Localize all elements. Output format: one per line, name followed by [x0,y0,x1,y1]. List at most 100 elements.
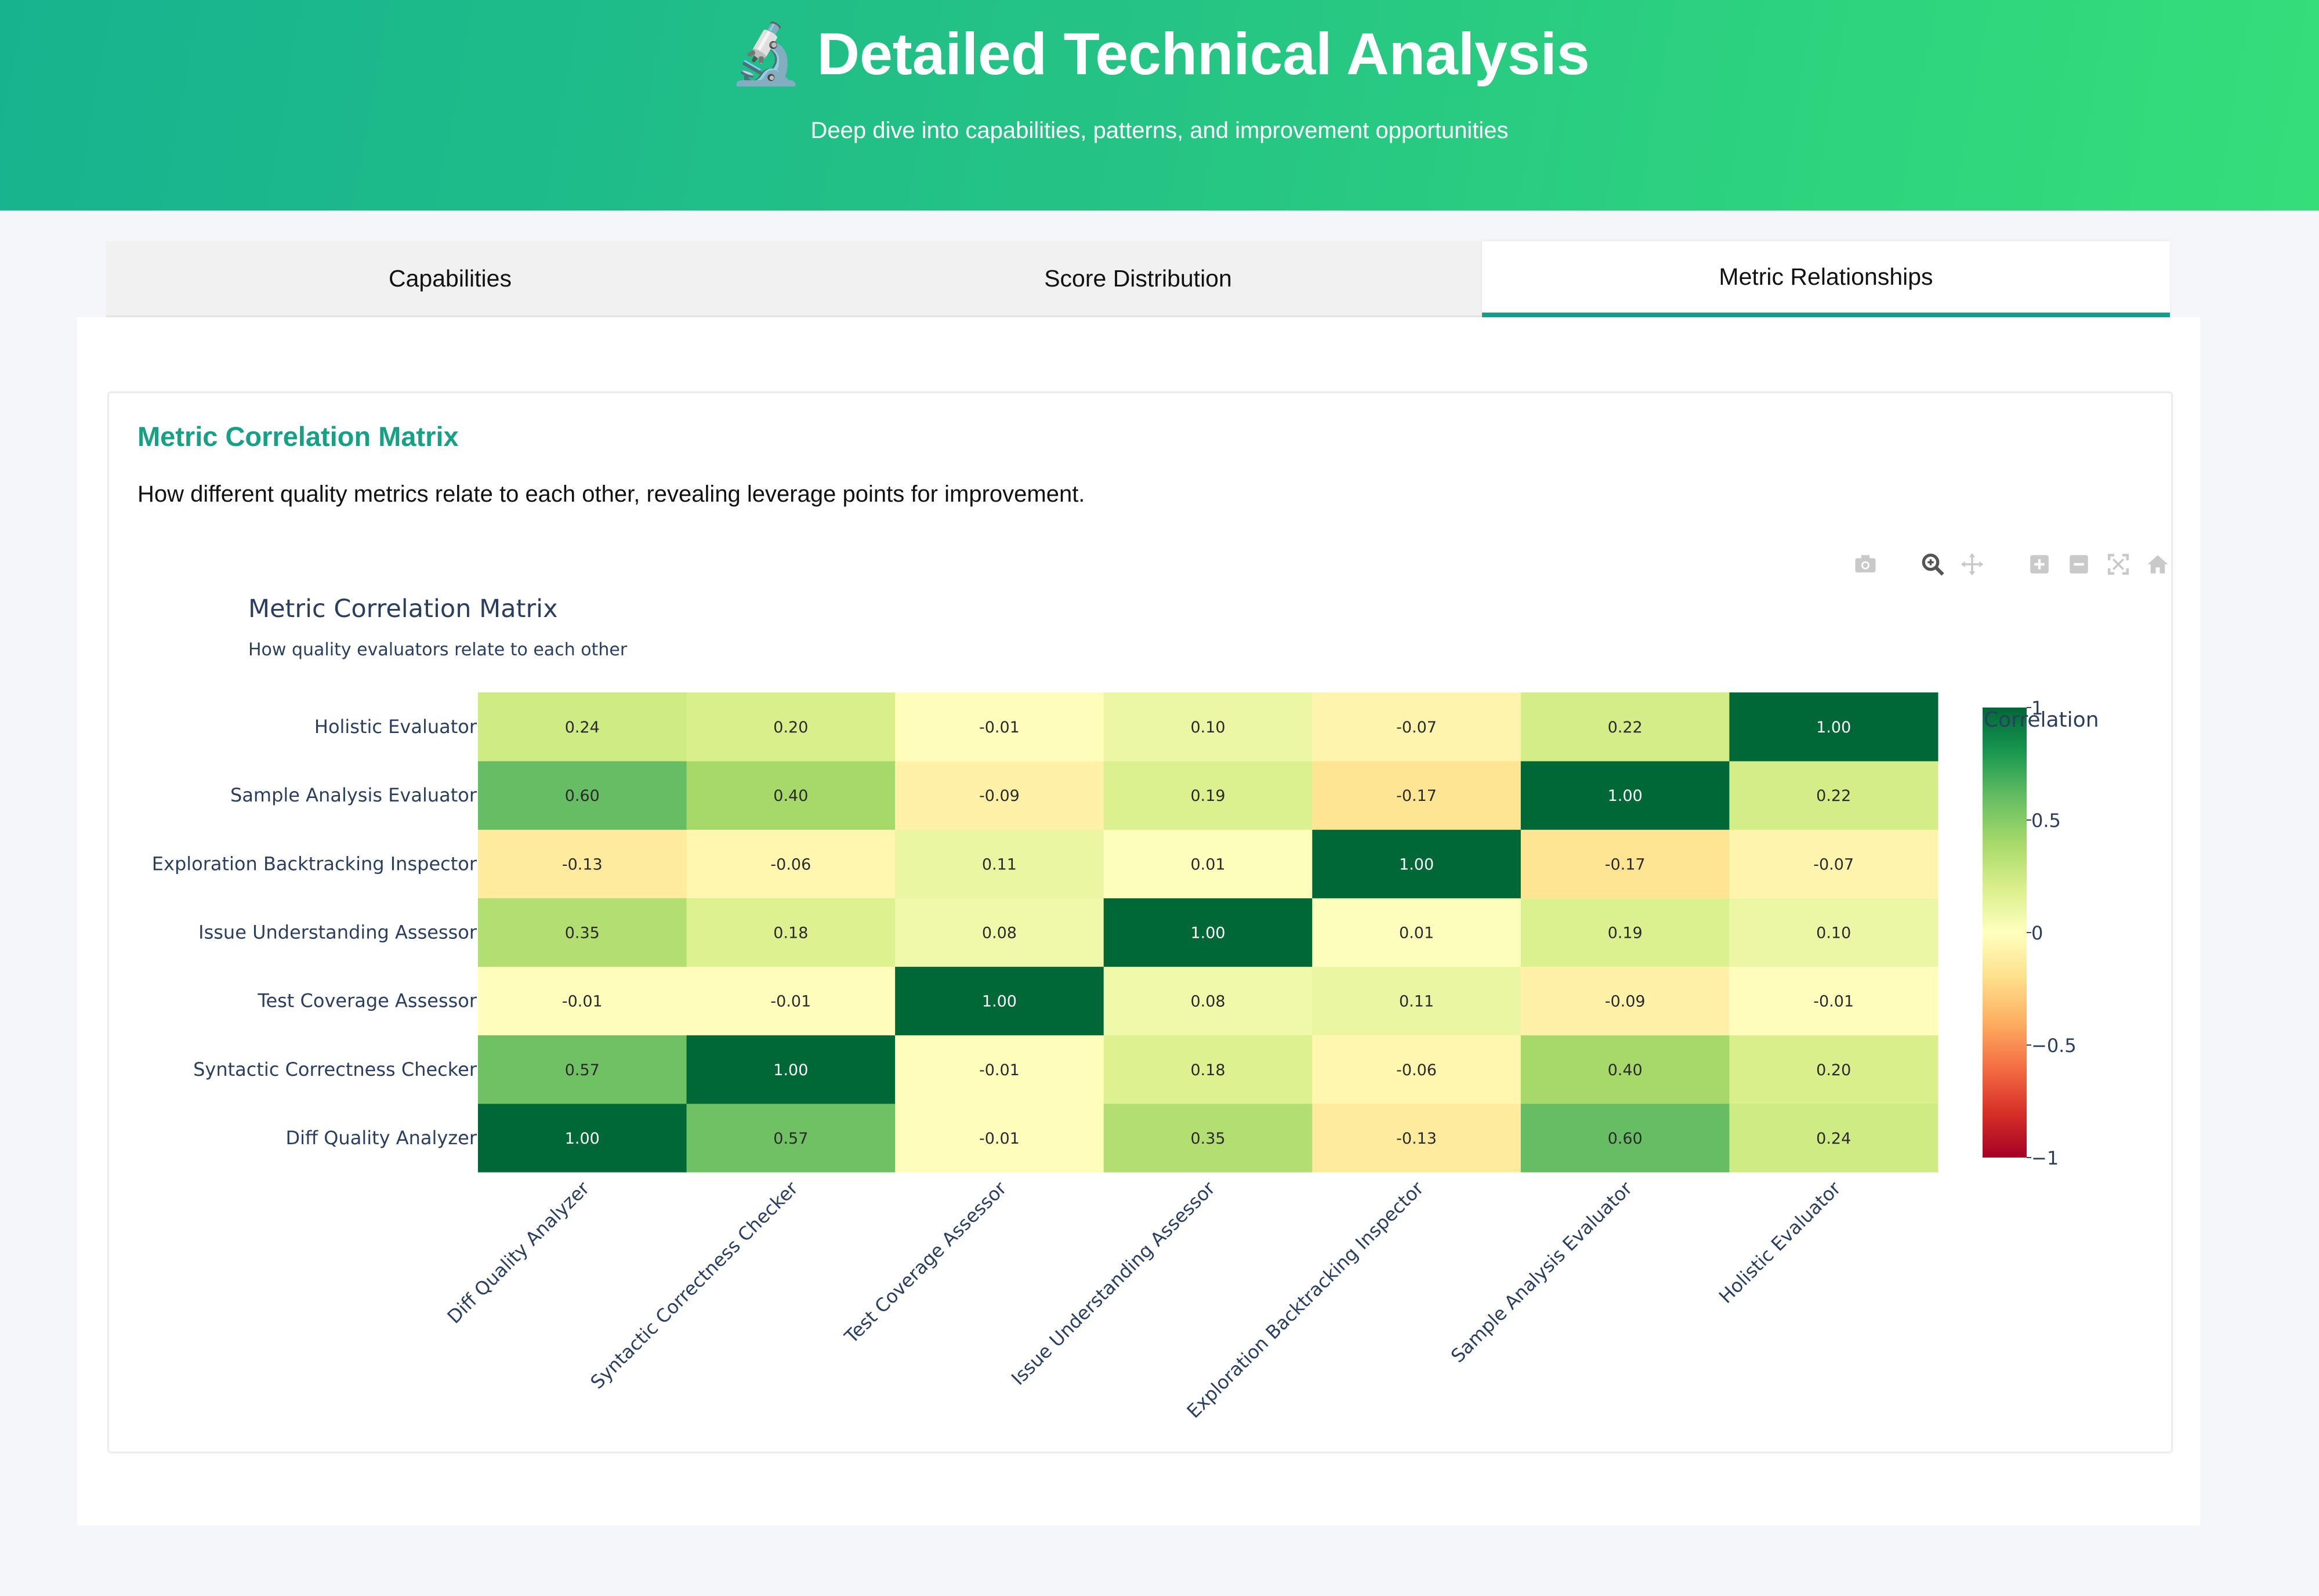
heatmap-cell-label: 0.01 [1399,924,1434,942]
x-tick-label: Syntactic Correctness Checker [586,1177,802,1393]
heatmap-cell[interactable] [1729,1103,1938,1173]
pan-icon[interactable] [1960,552,1984,576]
heatmap-cell-label: 0.24 [1816,1130,1851,1148]
heatmap-cell[interactable] [1103,1103,1313,1173]
heatmap-cell-label: -0.07 [1813,855,1854,873]
heatmap-cell-label: 0.19 [1190,787,1225,805]
heatmap-cell[interactable] [478,829,687,898]
heatmap-cell[interactable] [478,966,687,1036]
heatmap-cell[interactable] [1103,761,1313,830]
heatmap-cell-label: 1.00 [773,1061,808,1079]
heatmap-cell-label: 1.00 [565,1130,600,1148]
heatmap-cell[interactable] [1729,761,1938,830]
tab-capabilities[interactable]: Capabilities [389,264,512,292]
heatmap-cell-label: 0.10 [1816,924,1851,942]
heatmap-cell[interactable] [1312,898,1521,967]
heatmap-cell-label: -0.13 [1396,1130,1437,1148]
heatmap-cell[interactable] [1312,692,1521,761]
section-description: How different quality metrics relate to … [137,481,1085,507]
page-subtitle: Deep dive into capabilities, patterns, a… [810,118,1509,143]
heatmap-cell[interactable] [478,692,687,761]
heatmap-cell-label: 0.18 [773,924,808,942]
heatmap-cell[interactable] [895,692,1104,761]
heatmap-cell-label: -0.07 [1396,719,1437,737]
heatmap-cell-label: 1.00 [982,993,1017,1011]
colorbar-tick-label: −1 [2031,1147,2059,1169]
y-tick-label: Diff Quality Analyzer [285,1127,477,1149]
heatmap-cell[interactable] [1729,966,1938,1036]
heatmap-cell-label: -0.06 [770,855,811,873]
heatmap-cell[interactable] [1312,761,1521,830]
heatmap-cell[interactable] [1520,1103,1730,1173]
heatmap-cell[interactable] [1729,692,1938,761]
heatmap-cell[interactable] [686,898,896,967]
heatmap-cell[interactable] [1729,1035,1938,1104]
heatmap-cell[interactable] [895,1103,1104,1173]
x-tick-label: Exploration Backtracking Inspector [1183,1177,1429,1423]
tab-metric-relationships[interactable]: Metric Relationships [1482,241,2170,317]
microscope-icon: 🔬 [729,21,803,87]
heatmap-cell[interactable] [1520,898,1730,967]
heatmap-cell[interactable] [686,1103,896,1173]
heatmap-cell[interactable] [1312,1103,1521,1173]
heatmap-cell[interactable] [895,1035,1104,1104]
heatmap-cell[interactable] [895,898,1104,967]
heatmap-cell[interactable] [1103,966,1313,1036]
heatmap-cell-label: 0.19 [1608,924,1643,942]
heatmap-cell-label: 0.35 [1190,1130,1225,1148]
heatmap-cell[interactable] [1520,966,1730,1036]
heatmap-cell[interactable] [686,829,896,898]
heatmap-cell[interactable] [895,966,1104,1036]
heatmap-cell[interactable] [1729,898,1938,967]
heatmap-cell[interactable] [1312,829,1521,898]
zoom-icon[interactable] [1921,552,1945,576]
x-tick-label: Diff Quality Analyzer [443,1177,594,1327]
heatmap-cell[interactable] [1520,761,1730,830]
y-tick-label: Exploration Backtracking Inspector [152,853,477,875]
home-icon[interactable] [2146,552,2170,576]
heatmap-cell[interactable] [1312,966,1521,1036]
colorbar [1983,708,2027,1158]
heatmap-cell-label: 1.00 [1399,855,1434,873]
heatmap-cell[interactable] [478,761,687,830]
heatmap-cell[interactable] [1103,829,1313,898]
heatmap-cell-label: 0.20 [773,719,808,737]
heatmap-cell[interactable] [478,898,687,967]
heatmap-cell[interactable] [1103,1035,1313,1104]
heatmap-cell-label: 0.24 [565,719,600,737]
heatmap-cell[interactable] [1103,692,1313,761]
heatmap-cell[interactable] [1729,829,1938,898]
camera-icon[interactable] [1853,552,1878,576]
tab-score-distribution[interactable]: Score Distribution [1044,264,1232,292]
colorbar-title: Correlation [1984,708,2099,732]
heatmap-cell-label: 0.08 [982,924,1017,942]
heatmap-cell[interactable] [686,1035,896,1104]
x-tick-label: Test Coverage Assessor [840,1177,1011,1348]
heatmap-cell[interactable] [478,1035,687,1104]
heatmap-cell[interactable] [686,692,896,761]
zoom-in-icon[interactable] [2027,552,2052,576]
heatmap-cell[interactable] [1520,829,1730,898]
heatmap-cell-label: -0.13 [562,855,603,873]
heatmap-cell[interactable] [686,761,896,830]
heatmap-cell-label: 1.00 [1608,787,1643,805]
heatmap-cell[interactable] [895,829,1104,898]
autoscale-icon[interactable] [2106,552,2130,576]
heatmap-cell[interactable] [686,966,896,1036]
page-header: 🔬 Detailed Technical Analysis Deep dive i… [0,0,2319,211]
heatmap-cell-label: -0.01 [562,993,603,1011]
heatmap-cell[interactable] [1103,898,1313,967]
heatmap-cell-label: 0.60 [1608,1130,1643,1148]
heatmap-cell[interactable] [895,761,1104,830]
heatmap-cell[interactable] [1312,1035,1521,1104]
zoom-out-icon[interactable] [2067,552,2091,576]
heatmap-cell-label: 1.00 [1190,924,1225,942]
heatmap-cell[interactable] [478,1103,687,1173]
heatmap-cell-label: -0.17 [1605,855,1646,873]
y-tick-label: Holistic Evaluator [314,716,477,738]
heatmap-cell-label: 0.57 [565,1061,600,1079]
heatmap-cell[interactable] [1520,1035,1730,1104]
heatmap-cell-label: 0.18 [1190,1061,1225,1079]
heatmap-cell[interactable] [1520,692,1730,761]
